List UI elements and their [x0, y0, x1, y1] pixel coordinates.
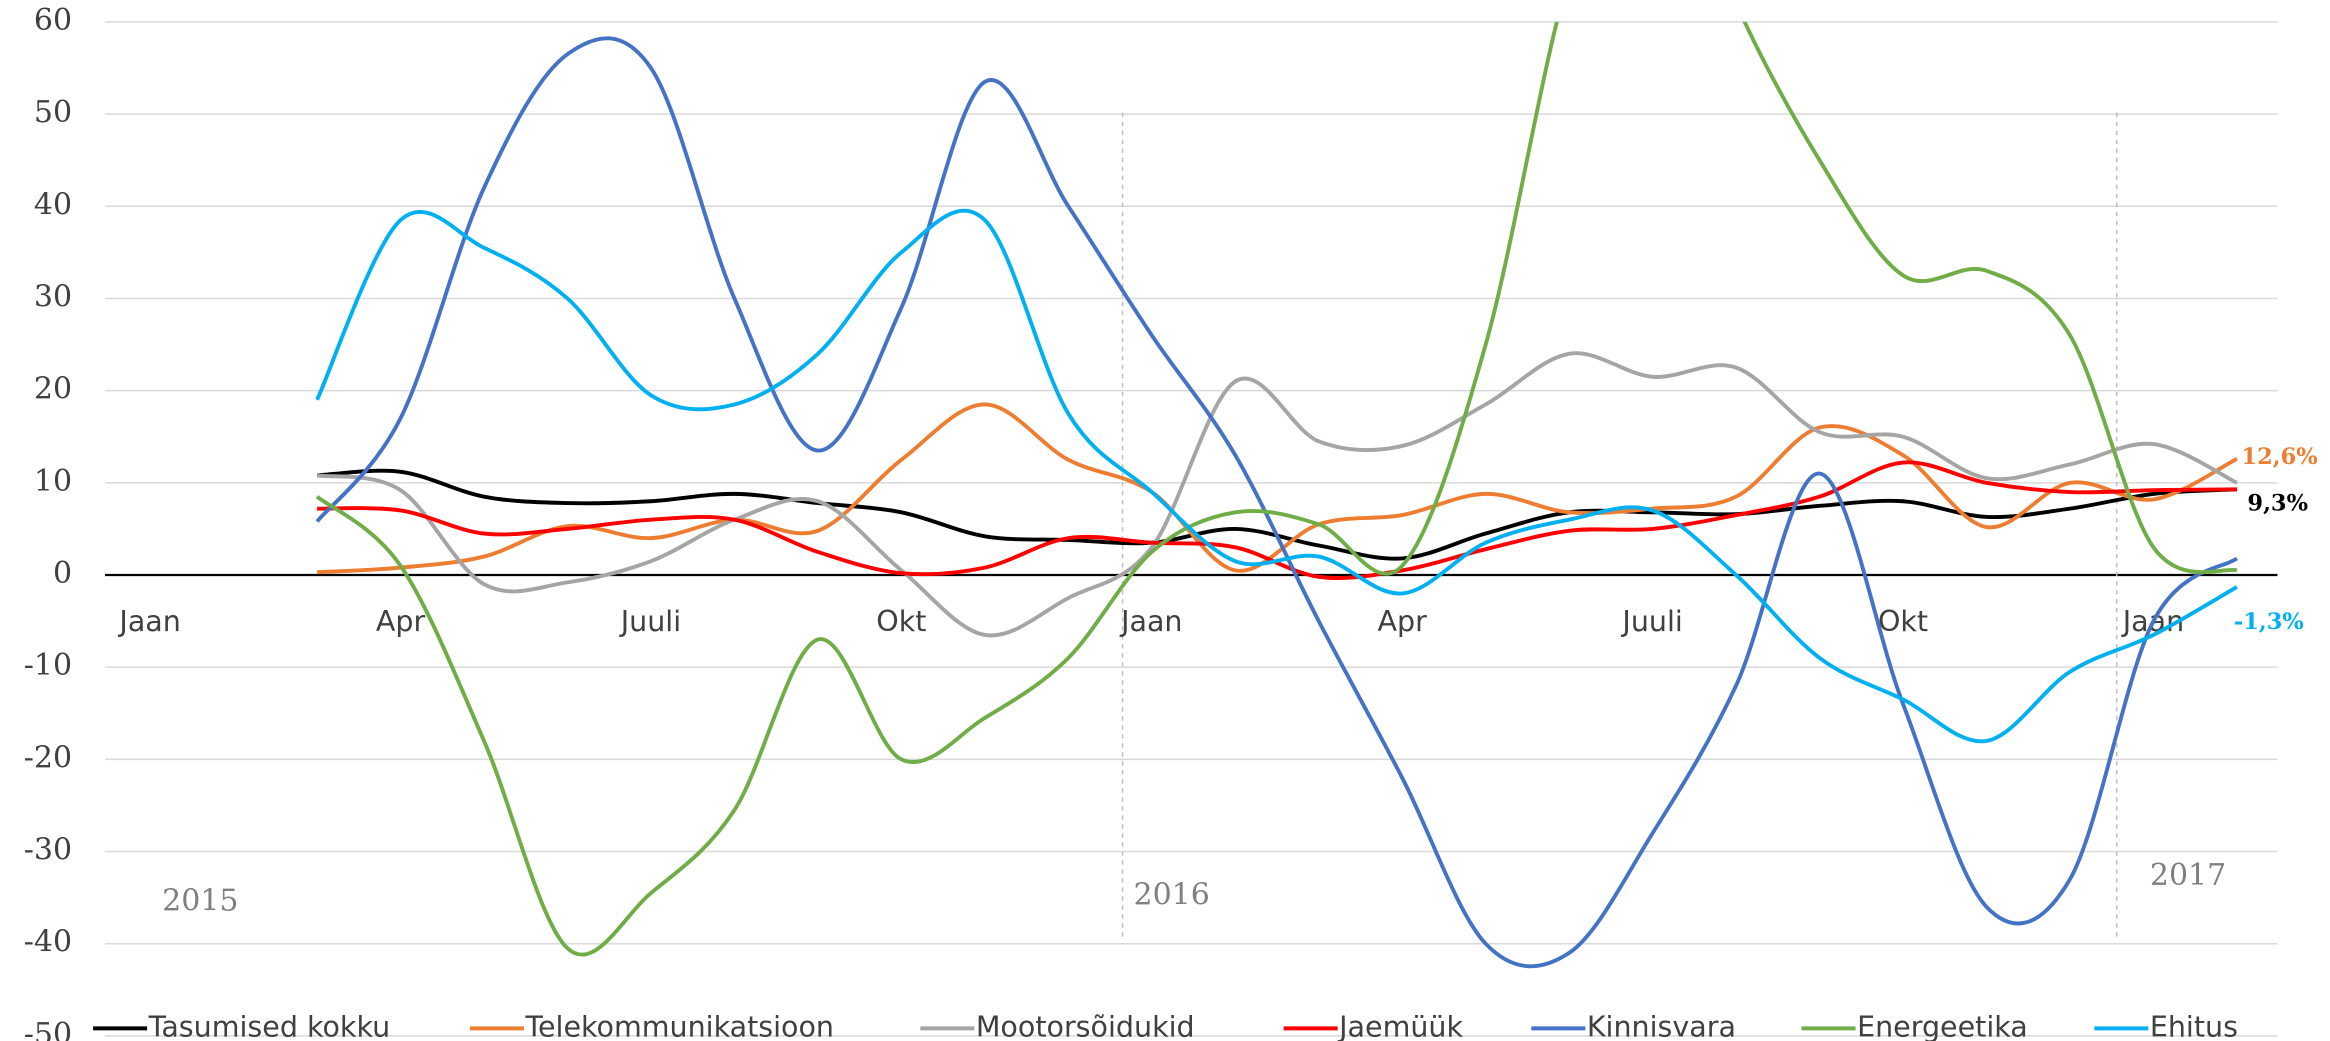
y-tick-label: -50 — [24, 1017, 72, 1041]
legend-label: Ehitus — [2150, 1010, 2238, 1041]
series-line — [316, 402, 2238, 575]
y-tick-label: 40 — [34, 187, 72, 222]
y-tick-label: -40 — [24, 925, 72, 960]
y-tick-label: -20 — [24, 740, 72, 775]
legend-label: Kinnisvara — [1587, 1010, 1736, 1041]
x-tick-label: Apr — [1378, 605, 1428, 638]
series-line — [315, 21, 2238, 957]
x-tick-label: Juuli — [619, 605, 681, 638]
legend-label: Jaemüük — [1337, 1010, 1463, 1041]
year-label: 2016 — [1133, 877, 1209, 912]
series-line — [316, 351, 2238, 638]
series-line — [315, 36, 2239, 969]
y-tick-label: 0 — [53, 556, 72, 591]
x-tick-label: Jaan — [1119, 605, 1182, 638]
y-tick-label: -10 — [24, 648, 72, 683]
year-label: 2015 — [162, 883, 238, 918]
series-line — [315, 208, 2238, 744]
legend-label: Energeetika — [1857, 1010, 2028, 1041]
y-tick-label: 20 — [34, 372, 72, 407]
end-label: 12,6% — [2241, 444, 2317, 470]
y-tick-label: 30 — [34, 279, 72, 314]
end-label: -1,3% — [2234, 609, 2304, 635]
legend-label: Mootorsõidukid — [976, 1010, 1195, 1041]
legend-label: Telekommunikatsioon — [524, 1010, 834, 1041]
end-label: 9,3% — [2247, 490, 2308, 516]
x-tick-label: Okt — [876, 605, 926, 638]
x-tick-label: Juuli — [1620, 605, 1682, 638]
y-tick-label: 60 — [34, 3, 72, 38]
y-tick-label: 50 — [34, 95, 72, 130]
year-label: 2017 — [2150, 858, 2226, 893]
x-tick-label: Apr — [376, 605, 426, 638]
x-tick-label: Okt — [1878, 605, 1928, 638]
x-tick-label: Jaan — [117, 605, 180, 638]
plot-area — [315, 21, 2239, 969]
y-tick-label: 10 — [34, 464, 72, 499]
y-tick-label: -30 — [24, 833, 72, 868]
legend-label: Tasumised kokku — [148, 1010, 391, 1041]
